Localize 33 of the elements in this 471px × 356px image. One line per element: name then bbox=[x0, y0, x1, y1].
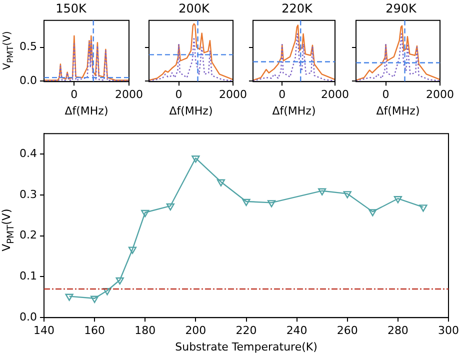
y-tick-label: 0.2 bbox=[20, 228, 37, 242]
x-tick-label: 200 bbox=[185, 324, 206, 338]
x-axis-title: Δf(MHz) bbox=[376, 104, 420, 118]
x-tick-label: 300 bbox=[438, 324, 459, 338]
x-tick-label: 0 bbox=[278, 88, 286, 102]
chart-title: 200K bbox=[178, 1, 211, 16]
y-tick-label: 0.1 bbox=[20, 270, 37, 283]
y-tick-label: 0.3 bbox=[20, 188, 37, 201]
x-axis-title: Substrate Temperature(K) bbox=[175, 340, 318, 354]
chart-title: 220K bbox=[282, 1, 314, 16]
x-tick-label: 160 bbox=[84, 324, 106, 338]
x-tick-label: 2000 bbox=[219, 88, 248, 102]
x-tick-label: 0 bbox=[175, 88, 182, 102]
x-axis-title: Δf(MHz) bbox=[169, 104, 213, 118]
x-tick-label: 240 bbox=[286, 324, 308, 338]
x-tick-label: 260 bbox=[336, 324, 358, 338]
x-tick-label: 2000 bbox=[426, 88, 454, 102]
chart-title: 150K bbox=[56, 1, 88, 16]
x-tick-label: 2000 bbox=[321, 88, 350, 102]
x-tick-label: 0 bbox=[70, 88, 78, 102]
x-tick-label: 180 bbox=[134, 324, 156, 338]
x-tick-label: 0 bbox=[382, 88, 390, 102]
x-axis-title: Δf(MHz) bbox=[272, 104, 316, 118]
y-tick-label: 0.0 bbox=[20, 74, 37, 87]
chart-title: 290K bbox=[386, 1, 418, 16]
x-axis-title: Δf(MHz) bbox=[64, 104, 108, 118]
y-tick-label: 0.0 bbox=[20, 310, 37, 324]
x-tick-label: 280 bbox=[387, 324, 408, 338]
x-tick-label: 220 bbox=[236, 324, 257, 338]
x-tick-label: 2000 bbox=[115, 88, 144, 102]
x-tick-label: 140 bbox=[34, 324, 54, 338]
y-tick-label: 0.5 bbox=[20, 40, 37, 54]
y-tick-label: 0.4 bbox=[20, 146, 37, 160]
